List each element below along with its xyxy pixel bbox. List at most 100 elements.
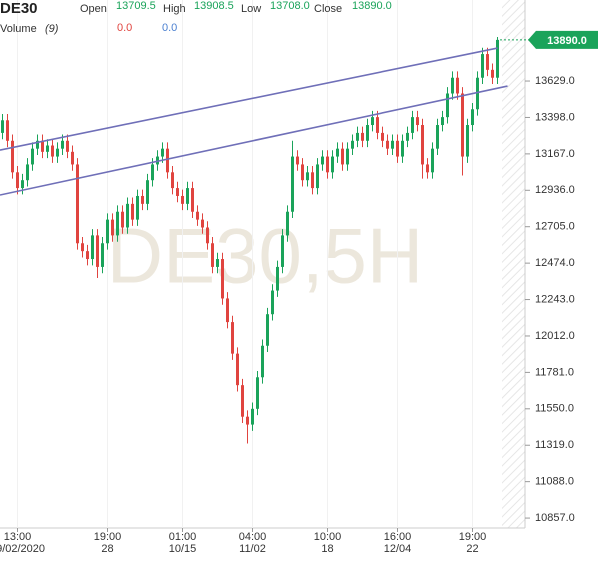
x-tick-date: 18 [321,543,333,555]
candle-body [311,172,314,189]
candle-body [251,408,254,425]
y-tick-label: 13629.0 [535,75,575,87]
candle-body [451,77,454,94]
candle-body [6,120,9,141]
candle-body [261,345,264,378]
candle-body [316,164,319,189]
ohlc-label: Low [241,3,261,15]
candle-body [471,109,474,126]
x-tick-label: 16:00 [384,531,412,543]
candle-body [111,219,114,236]
y-tick-label: 11088.0 [535,476,574,488]
candle-body [21,180,24,189]
ohlc-value: 13708.0 [270,0,310,12]
candle-body [491,69,494,78]
future-area [502,0,525,528]
candle-body [41,140,44,152]
candle-body [291,156,294,212]
y-tick-label: 12012.0 [535,330,575,342]
candle-body [146,180,149,204]
candle-body [331,156,334,173]
candle-body [416,117,419,126]
volume-value: 0.0 [117,22,132,34]
candle-body [421,125,424,165]
candle-body [271,290,274,315]
candle-body [246,416,249,425]
ohlc-value: 13890.0 [352,0,392,12]
candle-body [196,211,199,220]
candle-body [371,117,374,126]
candle-body [231,322,234,354]
candle-body [126,203,129,228]
volume-value: 0.0 [162,22,177,34]
candle-body [121,211,124,228]
candle-body [171,172,174,189]
candle-body [226,298,229,323]
symbol: DE30 [0,0,38,17]
candle-body [181,195,184,204]
candle-body [426,164,429,173]
candle-body [221,259,224,299]
y-tick-label: 11781.0 [535,366,574,378]
candle-body [306,172,309,181]
x-tick-label: 13:00 [4,531,32,543]
y-tick-label: 13398.0 [535,111,575,123]
candle-body [376,117,379,133]
candle-body [326,156,329,173]
y-tick-label: 12474.0 [535,257,575,269]
candle-body [346,148,349,165]
candle-body [386,140,389,149]
candle-body [431,148,434,173]
y-tick-label: 10857.0 [535,512,575,524]
candle-body [151,164,154,181]
candle-body [1,120,4,133]
volume-label: Volume [0,23,37,35]
candle-body [71,151,74,165]
x-tick-date: 10/15 [169,543,197,555]
candle-body [161,148,164,157]
candle-body [91,235,94,260]
candle-body [461,93,464,157]
candle-body [186,188,189,204]
x-tick-date: 28 [101,543,113,555]
watermark: DE30,5H [107,212,424,300]
candle-body [411,117,414,133]
candle-body [176,188,179,196]
candle-body [281,235,284,267]
candle-body [266,314,269,346]
candle-body [476,77,479,110]
last-price-label: 13890.0 [547,35,587,47]
y-tick-label: 12705.0 [535,221,575,233]
candle-body [166,148,169,173]
candle-body [486,54,489,70]
candle-body [466,125,469,157]
candle-body [321,156,324,165]
candle-body [301,164,304,181]
candle-body [81,243,84,252]
ohlc-label: High [163,3,186,15]
candle-body [351,140,354,149]
y-tick-label: 11319.0 [535,439,574,451]
candle-body [456,77,459,94]
ohlc-label: Open [80,3,107,15]
candle-body [191,188,194,212]
x-tick-label: 19:00 [94,531,122,543]
last-price-tag [528,30,598,49]
candle-body [391,140,394,149]
candle-body [56,148,59,157]
ohlc-label: Close [314,3,342,15]
x-tick-label: 10:00 [314,531,342,543]
candle-body [381,132,384,141]
candle-body [66,140,69,152]
candle-body [96,235,99,267]
candle-body [86,251,89,260]
y-tick-label: 13167.0 [535,148,575,160]
candle-body [241,385,244,417]
x-tick-date: 11/02 [239,543,266,555]
candle-body [356,132,359,141]
candle-body [361,132,364,141]
candle-body [296,156,299,165]
x-tick-label: 19:00 [459,531,487,543]
